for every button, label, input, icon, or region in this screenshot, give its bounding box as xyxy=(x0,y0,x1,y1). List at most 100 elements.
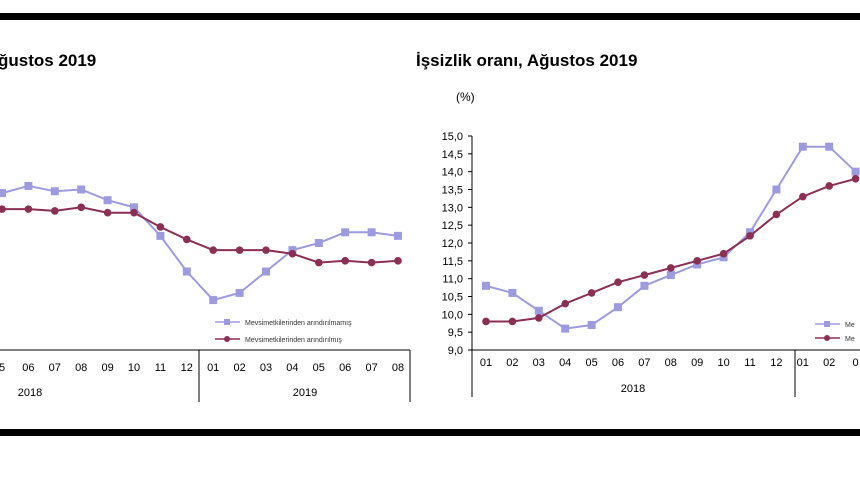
left-series-unadjusted-point xyxy=(77,185,86,194)
right-x-tick-label: 01 xyxy=(797,357,809,369)
right-x-tick-label: 10 xyxy=(717,357,729,369)
left-series-adjusted-point xyxy=(103,208,112,217)
right-series-unadjusted-point xyxy=(587,321,596,330)
left-legend-label-b: Mevsimetkilerinden arındırılmış xyxy=(245,337,342,344)
left-series-adjusted-point xyxy=(130,208,138,217)
left-series-unadjusted-point xyxy=(209,296,218,305)
left-x-tick-label: 07 xyxy=(365,362,377,374)
left-series-adjusted-point xyxy=(235,246,244,254)
right-y-tick-label: 9,0 xyxy=(448,345,463,357)
left-series-unadjusted-point xyxy=(182,267,191,276)
right-y-tick-label: 13,0 xyxy=(442,202,463,214)
right-x-tick-label: 09 xyxy=(691,357,703,369)
right-series-adjusted-point xyxy=(693,257,701,265)
right-series-adjusted-point xyxy=(719,249,728,258)
right-legend-label-a: Me xyxy=(845,322,855,329)
left-x-tick-label: 06 xyxy=(339,362,351,374)
left-series-unadjusted-point xyxy=(103,196,112,205)
left-series-adjusted-point xyxy=(262,246,270,254)
left-series-adjusted-line xyxy=(2,206,399,264)
left-series-unadjusted-point xyxy=(50,187,59,196)
right-series-adjusted-point xyxy=(772,210,781,219)
right-series-unadjusted-point xyxy=(640,281,649,290)
right-x-tick-label: 05 xyxy=(585,357,597,369)
right-legend-label-b: Me xyxy=(845,336,855,343)
left-x-tick-label: 04 xyxy=(286,362,298,374)
left-series-adjusted-point xyxy=(341,257,350,265)
left-legend-marker-a xyxy=(224,319,230,325)
right-series-unadjusted-point xyxy=(534,306,543,315)
right-series-unadjusted-point xyxy=(798,142,807,151)
left-x-tick-label: 07 xyxy=(49,362,61,374)
right-series-unadjusted-line xyxy=(485,145,857,330)
top-border xyxy=(0,13,860,20)
right-x-tick-label: 07 xyxy=(638,357,650,369)
bottom-border xyxy=(0,429,860,436)
right-x-tick-label: 02 xyxy=(506,357,518,369)
left-x-tick-label: 02 xyxy=(233,362,245,374)
left-series-unadjusted-line xyxy=(1,184,399,302)
left-series-unadjusted-point xyxy=(314,239,323,247)
right-series-adjusted-point xyxy=(535,314,543,322)
left-x-tick-label: 09 xyxy=(101,362,113,374)
left-x-tick-label: 06 xyxy=(22,362,34,374)
left-series-adjusted-point xyxy=(288,249,297,258)
right-series-unadjusted-point xyxy=(561,324,570,333)
right-x-tick-label: 11 xyxy=(744,357,755,369)
right-legend-marker-b xyxy=(824,335,830,341)
left-series-unadjusted-point xyxy=(0,189,6,198)
right-series-adjusted-point xyxy=(587,289,596,297)
left-series-unadjusted-point xyxy=(367,228,376,237)
left-x-tick-label: 05 xyxy=(313,362,325,374)
y-axis-unit: (%) xyxy=(456,90,475,104)
left-series-adjusted-point xyxy=(77,203,85,212)
right-legend-marker-a xyxy=(824,321,830,327)
right-y-tick-label: 14,0 xyxy=(442,167,463,179)
left-series-adjusted-point xyxy=(367,258,376,267)
right-x-tick-label: 02 xyxy=(823,357,835,369)
right-series-adjusted-point xyxy=(667,264,675,272)
left-x-tick-label: 12 xyxy=(181,362,193,374)
left-x-tick-label: 03 xyxy=(260,362,272,374)
right-series-unadjusted-point xyxy=(614,303,622,312)
right-series-adjusted-point xyxy=(614,278,622,287)
right-x-tick-label: 01 xyxy=(480,357,492,369)
right-y-tick-label: 11,5 xyxy=(442,256,463,268)
right-series-adjusted-point xyxy=(799,192,807,201)
right-x-tick-label: 12 xyxy=(770,357,782,369)
left-legend-label-a: Mevsimetkilerinden arındırılmamış xyxy=(245,320,352,327)
right-series-unadjusted-point xyxy=(825,142,834,151)
right-series-unadjusted-point xyxy=(666,271,675,280)
right-series-unadjusted-point xyxy=(772,185,781,194)
right-y-tick-label: 10,0 xyxy=(442,309,463,321)
right-series-adjusted-point xyxy=(851,175,860,183)
right-x-tick-label: 03 xyxy=(533,357,545,369)
right-series-adjusted-point xyxy=(640,271,649,279)
left-x-tick-label: 08 xyxy=(75,362,87,374)
left-series-adjusted-point xyxy=(0,205,6,213)
right-series-adjusted-point xyxy=(482,317,490,326)
left-series-unadjusted-point xyxy=(235,288,244,297)
right-y-tick-label: 12,0 xyxy=(442,238,463,250)
left-series-adjusted-point xyxy=(209,246,217,254)
right-year-label: 2018 xyxy=(621,383,645,395)
left-series-adjusted-point xyxy=(183,235,191,244)
left-series-unadjusted-point xyxy=(130,203,138,212)
right-series-adjusted-line xyxy=(486,177,856,323)
left-series-unadjusted-point xyxy=(262,267,270,276)
right-series-unadjusted-point xyxy=(482,281,490,290)
left-series-adjusted-point xyxy=(51,207,59,215)
left-series-unadjusted-point xyxy=(24,181,33,190)
right-series-adjusted-point xyxy=(825,182,833,190)
right-y-tick-label: 14,5 xyxy=(442,149,463,161)
right-x-tick-label: 06 xyxy=(612,357,624,369)
left-series-adjusted-point xyxy=(156,223,165,231)
left-series-adjusted-point xyxy=(315,258,323,267)
right-series-adjusted-point xyxy=(561,299,569,308)
left-year-label: 2019 xyxy=(293,387,317,399)
left-series-adjusted-point xyxy=(394,257,402,265)
right-series-unadjusted-point xyxy=(508,288,517,297)
right-y-tick-label: 15,0 xyxy=(442,131,463,143)
right-x-tick-label: 08 xyxy=(665,357,677,369)
left-series-unadjusted-point xyxy=(156,231,165,240)
